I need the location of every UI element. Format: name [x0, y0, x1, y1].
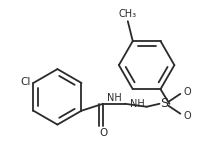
Text: O: O — [183, 87, 191, 97]
Text: O: O — [99, 127, 107, 138]
Text: O: O — [183, 111, 191, 121]
Text: CH₃: CH₃ — [119, 9, 137, 19]
Text: S: S — [160, 97, 169, 110]
Text: NH: NH — [107, 93, 121, 103]
Text: NH: NH — [130, 99, 145, 109]
Text: Cl: Cl — [20, 77, 31, 87]
